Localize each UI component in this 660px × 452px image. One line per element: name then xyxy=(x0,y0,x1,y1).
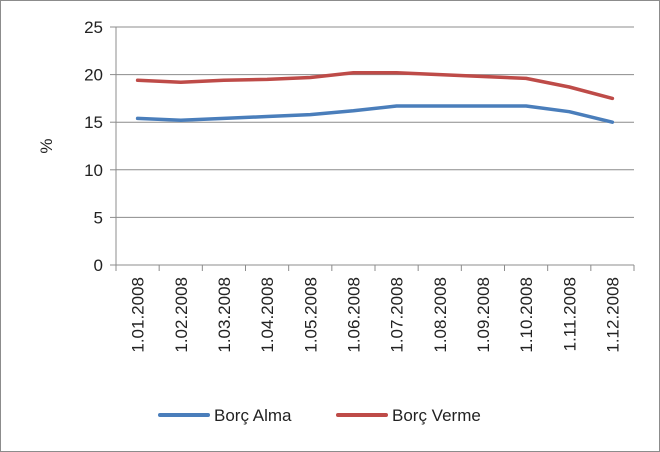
legend-label-1: Borç Alma xyxy=(214,406,292,425)
x-tick-label: 1.10.2008 xyxy=(517,277,536,353)
legend: Borç Alma Borç Verme xyxy=(158,406,481,425)
axes xyxy=(110,26,635,271)
y-tick-label: 10 xyxy=(84,161,103,180)
y-tick-label: 0 xyxy=(94,256,103,275)
x-tick-label: 1.12.2008 xyxy=(603,277,622,353)
series-lines xyxy=(135,70,615,124)
y-tick-label: 25 xyxy=(84,18,103,37)
gridlines xyxy=(116,26,634,218)
x-tick-label: 1.08.2008 xyxy=(431,277,450,353)
series-line-1 xyxy=(135,104,615,124)
x-tick-label: 1.01.2008 xyxy=(129,277,148,353)
y-tick-labels: 0 5 10 15 20 25 xyxy=(84,18,103,275)
x-tick-label: 1.05.2008 xyxy=(301,277,320,353)
y-tick-label: 5 xyxy=(94,208,103,227)
x-tick-label: 1.04.2008 xyxy=(258,277,277,353)
y-tick-label: 20 xyxy=(84,66,103,85)
x-tick-label: 1.07.2008 xyxy=(388,277,407,353)
x-tick-labels: 1.01.2008 1.02.2008 1.03.2008 1.04.2008 1.05… xyxy=(129,277,623,353)
x-tick-label: 1.09.2008 xyxy=(474,277,493,353)
legend-label-2: Borç Verme xyxy=(392,406,481,425)
x-tick-label: 1.03.2008 xyxy=(215,277,234,353)
x-tick-label: 1.11.2008 xyxy=(560,277,579,351)
y-tick-label: 15 xyxy=(84,113,103,132)
x-tick-label: 1.06.2008 xyxy=(344,277,363,353)
series-line-2 xyxy=(135,70,615,101)
x-tick-label: 1.02.2008 xyxy=(172,277,191,353)
y-axis-label: % xyxy=(37,138,56,153)
